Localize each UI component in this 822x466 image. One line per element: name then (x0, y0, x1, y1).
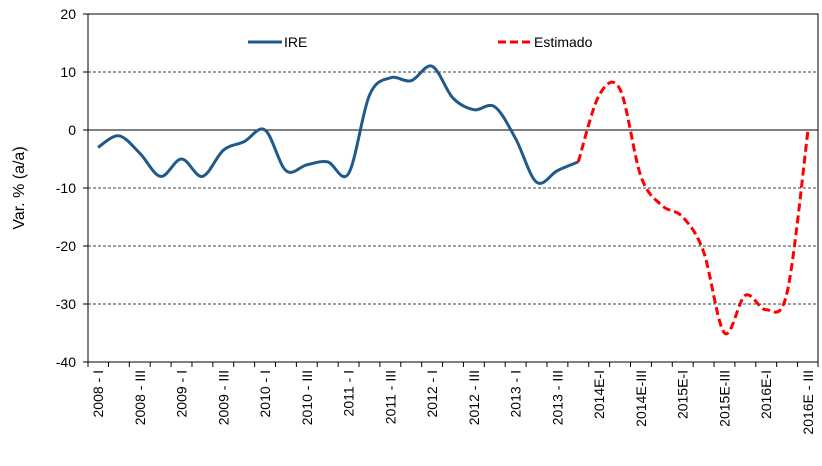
x-tick-label: 2010 - I (257, 370, 273, 417)
y-tick-label: -40 (56, 354, 76, 370)
x-tick-label: 2010 - III (299, 370, 315, 425)
series-line (97, 64, 579, 185)
y-tick-label: -20 (56, 238, 76, 254)
y-tick-label: 0 (68, 122, 76, 138)
x-tick-label: 2016E - III (800, 370, 816, 435)
legend-label: IRE (284, 34, 307, 50)
x-tick-label: 2013 - III (549, 370, 565, 425)
x-tick-label: 2015E-I (675, 370, 691, 419)
x-tick-label: 2013 - I (508, 370, 524, 417)
x-tick-label: 2011 - I (341, 370, 357, 416)
y-tick-label: -10 (56, 180, 76, 196)
y-tick-label: 20 (60, 6, 76, 22)
y-tick-label: 10 (60, 64, 76, 80)
plot-frame (87, 13, 819, 363)
x-tick-label: 2014E-III (633, 370, 649, 427)
x-tick-label: 2014E-I (591, 370, 607, 419)
x-tick-label: 2012 - III (466, 370, 482, 425)
y-tick-label: -30 (56, 296, 76, 312)
x-tick-label: 2009 - I (174, 370, 190, 417)
x-tick-label: 2015E-III (716, 370, 732, 427)
y-axis-label: Var. % (a/a) (11, 146, 28, 229)
x-tick-label: 2012 - I (424, 370, 440, 417)
x-tick-label: 2009 - III (215, 370, 231, 425)
x-tick-label: 2011 - III (382, 370, 398, 424)
series-line (576, 80, 810, 336)
x-tick-label: 2008 - III (132, 370, 148, 425)
x-tick-label: 2008 - I (90, 370, 106, 417)
legend-label: Estimado (534, 34, 593, 50)
x-tick-label: 2016E-I (758, 370, 774, 419)
